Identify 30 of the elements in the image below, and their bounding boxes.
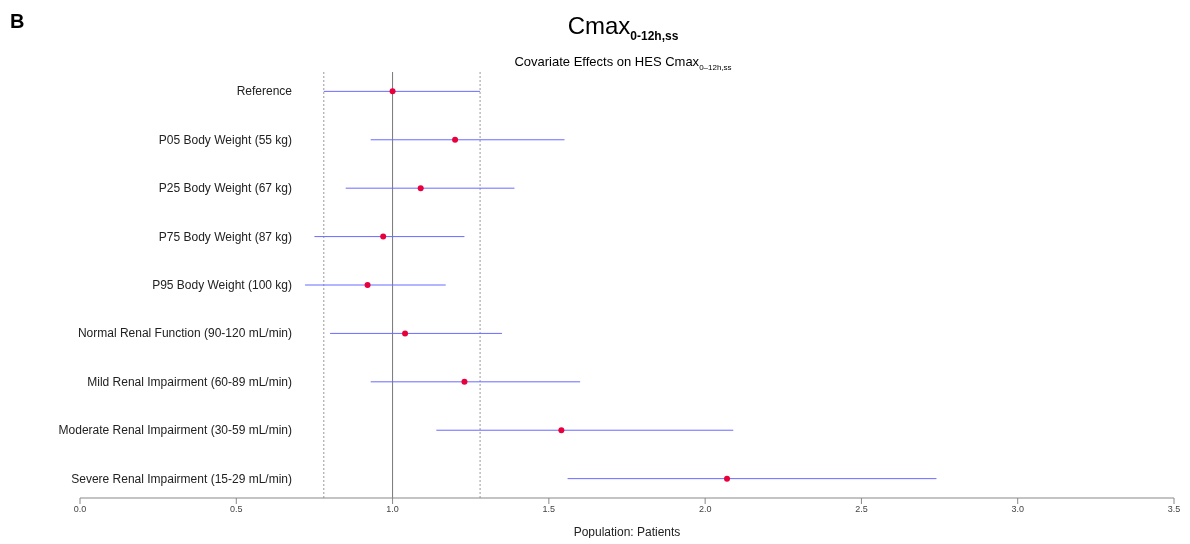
point (364, 282, 371, 288)
y-tick-label: P95 Body Weight (100 kg) (152, 278, 292, 292)
x-axis-title: Population: Patients (573, 525, 681, 539)
y-tick-label: Reference (236, 84, 293, 99)
x-tick-label: 2.5 (855, 504, 868, 515)
y-tick-label: Mild Renal Impairment (60-89 mL/min) (87, 374, 292, 389)
point (380, 233, 387, 240)
y-tick-label: Moderate Renal Impairment (30-59 mL/min) (58, 423, 292, 438)
point (558, 427, 565, 434)
point (389, 88, 396, 95)
x-tick-label: 0.5 (230, 504, 243, 515)
x-tick-label: 3.5 (1167, 504, 1181, 515)
point (724, 475, 731, 482)
point (461, 378, 468, 385)
chart-title: Cmax$_{0-12h,ss}$ (566, 12, 680, 43)
y-tick-label: Severe Renal Impairment (15-29 mL/min) (71, 471, 292, 486)
x-tick-label: 1.0 (386, 504, 399, 515)
text: B (10, 10, 25, 33)
x-tick-label: 3.0 (1011, 504, 1024, 515)
x-tick-label: 1.5 (542, 504, 556, 515)
y-tick-label: P75 Body Weight (87 kg) (158, 229, 292, 244)
point (417, 185, 424, 192)
y-tick-label: Normal Renal Function (90-120 mL/min) (77, 326, 292, 341)
y-tick-label: P25 Body Weight (67 kg) (158, 181, 292, 196)
y-tick-label: P05 Body Weight (55 kg) (158, 132, 292, 147)
point (402, 330, 409, 337)
x-tick-label: 2.0 (698, 504, 712, 515)
point (452, 136, 459, 143)
x-tick-label: 0.0 (73, 504, 87, 515)
chart-subtitle: Covariate Effects on HES Cmax$_{0–12h,ss}$ (513, 54, 733, 72)
